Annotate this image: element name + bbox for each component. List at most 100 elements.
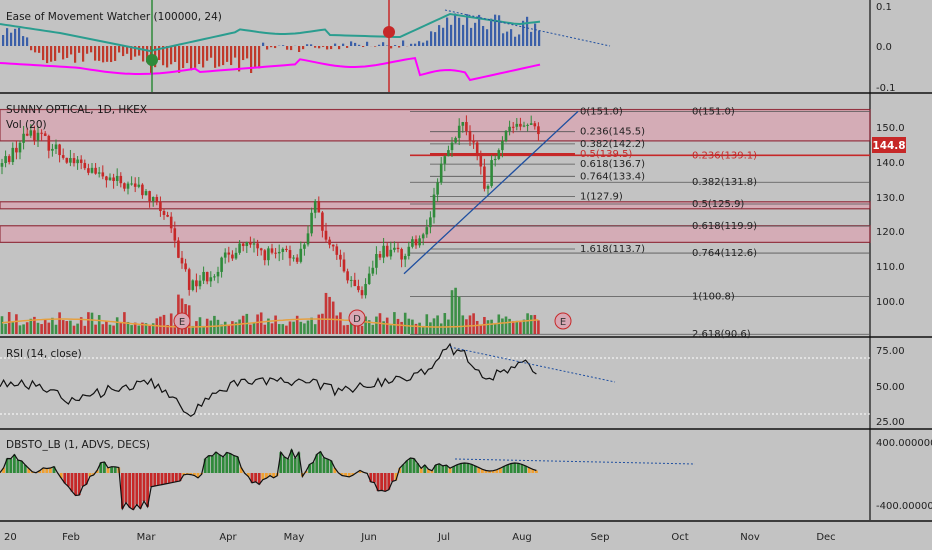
candle-body: [493, 158, 497, 161]
volume-bar: [385, 317, 389, 334]
dbsto-bar: [369, 473, 373, 482]
volume-bar: [371, 324, 375, 334]
emv-bar: [10, 32, 13, 46]
candle-body: [285, 248, 288, 251]
volume-bar: [439, 323, 443, 334]
candle-body: [475, 142, 479, 156]
candle-body: [490, 160, 493, 186]
emv-bar: [134, 46, 137, 57]
emv-bar: [266, 46, 269, 50]
emv-bar: [54, 46, 57, 61]
emv-bar: [274, 46, 277, 49]
volume-bar: [40, 324, 43, 334]
dbsto-bar: [412, 458, 416, 473]
volume-bar: [335, 315, 339, 334]
candle-body: [425, 227, 429, 235]
dbsto-bar: [121, 473, 124, 509]
candle-body: [108, 177, 112, 181]
time-axis[interactable]: 20 Feb Mar Apr May Jun Jul Aug Sep Oct Nov Dec: [4, 532, 836, 543]
emv-bar: [182, 46, 185, 69]
dbsto-bar: [23, 464, 27, 473]
fib-label-right: 0.382(131.8): [692, 177, 757, 188]
candle-body: [393, 247, 396, 250]
volume-bar: [288, 321, 292, 334]
volume-bar: [367, 320, 371, 334]
dbsto-bar: [27, 468, 31, 473]
candle-body: [69, 158, 72, 163]
dbsto-bar: [398, 468, 401, 473]
emv-bar: [374, 46, 377, 47]
candle-body: [479, 155, 483, 167]
volume-bar: [241, 315, 245, 334]
candle-body: [123, 183, 126, 189]
emv-bar: [402, 40, 405, 46]
candle-body: [259, 248, 263, 251]
volume-bar: [331, 301, 335, 334]
emv-bar: [2, 35, 5, 46]
candle-body: [385, 245, 389, 257]
y-tick-label: 140.0: [876, 158, 905, 169]
dbsto-bar: [437, 463, 441, 473]
emv-bar: [378, 44, 381, 46]
dbsto-bar: [59, 473, 63, 479]
emv-bar: [66, 46, 69, 58]
emv-bar: [250, 46, 253, 74]
dbsto-bar: [344, 473, 347, 477]
dbsto-pane[interactable]: DBSTO_LB (1, ADVS, DECS) 400.000000 -400.…: [0, 438, 932, 512]
price-pane[interactable]: E D E 0(151.0) 0.236(139.1) 0.382(131.8) 0.5(…: [0, 104, 906, 340]
emv-bar: [118, 46, 121, 53]
y-tick-label: 110.0: [876, 262, 905, 273]
red-signal-dot[interactable]: [383, 26, 395, 38]
dbsto-bar: [257, 473, 261, 485]
emv-bar: [62, 46, 65, 60]
candle-body: [220, 257, 223, 272]
green-signal-dot[interactable]: [146, 54, 158, 66]
candle-body: [508, 126, 511, 131]
dbsto-bar: [13, 454, 16, 473]
candle-body: [267, 248, 270, 261]
dbsto-bar: [373, 473, 376, 483]
fib-label-right: 2.618(90.6): [692, 329, 751, 340]
emv-pane[interactable]: Ease of Movement Watcher (100000, 24) 0.…: [0, 0, 896, 94]
dbsto-bar: [167, 473, 171, 484]
candle-body: [137, 184, 141, 187]
volume-bar: [216, 319, 220, 334]
trend-line[interactable]: [403, 110, 579, 275]
emv-bar: [114, 46, 117, 61]
volume-bar: [198, 317, 202, 334]
dbsto-bar: [5, 458, 9, 473]
rsi-pane[interactable]: RSI (14, close) 75.00 50.00 25.00: [0, 342, 905, 428]
volume-bar: [429, 322, 432, 334]
candle-body: [130, 183, 133, 185]
fib-label-right: 0.236(139.1): [692, 150, 757, 161]
fib-label-left: 0.5(139.5): [580, 149, 632, 160]
emv-bar: [246, 46, 249, 59]
volume-bar: [522, 319, 526, 334]
fib-label-left: 1(127.9): [580, 192, 623, 203]
candle-body: [112, 177, 115, 181]
dbsto-bar: [308, 464, 311, 473]
dbsto-bar: [45, 468, 49, 473]
dbsto-bar: [211, 455, 214, 473]
volume-bar: [72, 325, 76, 334]
emv-bar: [206, 46, 209, 61]
emv-bar: [262, 42, 265, 46]
candle-body: [396, 247, 400, 250]
emv-bar: [6, 28, 9, 46]
emv-bar: [34, 46, 37, 53]
emv-bar: [38, 46, 41, 53]
candle-body: [105, 176, 108, 181]
emv-bar: [18, 28, 21, 46]
candle-body: [54, 144, 58, 149]
candle-body: [43, 133, 47, 136]
volume-bar: [159, 316, 162, 334]
emv-bar: [422, 42, 425, 46]
volume-bar: [267, 318, 270, 334]
x-tick-label: Apr: [219, 532, 237, 543]
emv-bar: [510, 29, 513, 46]
emv-bar: [458, 17, 461, 46]
volume-bar: [511, 321, 515, 334]
x-tick-label: May: [284, 532, 305, 543]
